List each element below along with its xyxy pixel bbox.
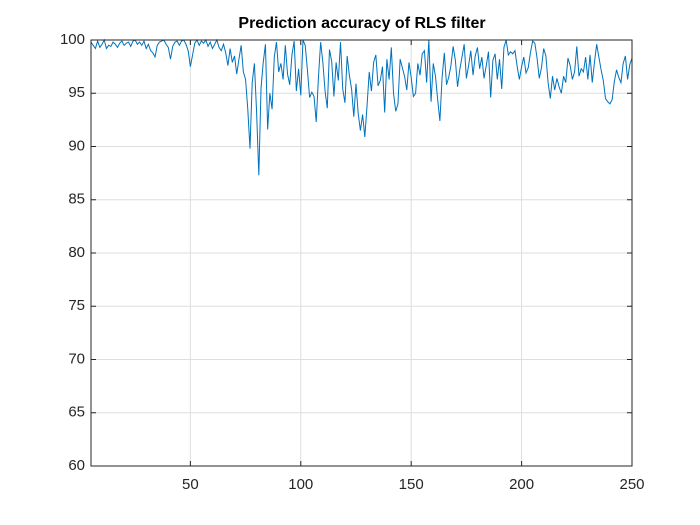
x-tick-label: 250 [619, 476, 644, 493]
y-tick-label: 80 [68, 244, 85, 261]
y-tick-label: 75 [68, 297, 85, 314]
y-tick-label: 85 [68, 191, 85, 208]
chart-title: Prediction accuracy of RLS filter [238, 15, 485, 32]
y-tick-label: 60 [68, 457, 85, 474]
y-tick-label: 100 [60, 31, 85, 48]
x-tick-label: 150 [399, 476, 424, 493]
x-tick-label: 200 [509, 476, 534, 493]
y-tick-label: 90 [68, 137, 85, 154]
data-line [90, 38, 633, 176]
y-tick-label: 70 [68, 350, 85, 367]
y-tick-label: 65 [68, 404, 85, 421]
x-tick-label: 50 [182, 476, 199, 493]
y-tick-label: 95 [68, 84, 85, 101]
axes-box [90, 39, 633, 467]
x-tick-label: 100 [288, 476, 313, 493]
